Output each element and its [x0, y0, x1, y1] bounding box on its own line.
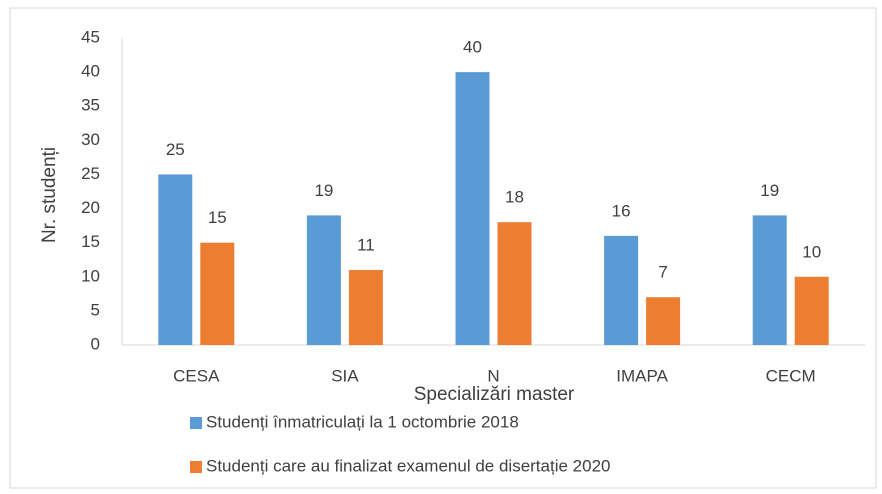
x-tick-label: SIA	[331, 366, 359, 385]
y-axis-label: Nr. studenți	[39, 147, 60, 243]
chart-frame	[9, 7, 877, 489]
bar	[646, 297, 681, 345]
legend-swatch	[190, 417, 202, 429]
bar	[752, 215, 787, 345]
y-tick-label: 15	[81, 232, 100, 251]
y-tick-label: 10	[81, 266, 100, 285]
y-tick-label: 20	[81, 198, 100, 217]
bar	[306, 215, 341, 345]
y-tick-label: 45	[81, 27, 100, 46]
data-label: 16	[612, 201, 631, 220]
legend-label: Studenți înmatriculați la 1 octombrie 20…	[206, 412, 519, 431]
y-tick-label: 35	[81, 96, 100, 115]
x-tick-label: CESA	[173, 366, 220, 385]
bar	[794, 276, 829, 345]
y-tick-label: 25	[81, 164, 100, 183]
bar	[497, 222, 532, 345]
bar	[604, 235, 639, 345]
bar	[158, 174, 193, 345]
y-tick-label: 0	[91, 334, 100, 353]
data-label: 25	[166, 140, 185, 159]
data-label: 18	[505, 188, 524, 207]
data-label: 15	[208, 208, 227, 227]
data-label: 19	[760, 181, 779, 200]
bar	[455, 72, 490, 345]
x-tick-label: IMAPA	[616, 366, 668, 385]
x-axis-label: Specializări master	[414, 384, 575, 405]
x-tick-label: CECM	[766, 366, 816, 385]
legend-label: Studenți care au finalizat examenul de d…	[206, 456, 610, 475]
x-tick-label: N	[487, 366, 499, 385]
data-label: 11	[357, 235, 375, 254]
bar	[348, 269, 383, 345]
data-label: 7	[658, 263, 667, 282]
data-label: 19	[314, 181, 333, 200]
y-tick-label: 30	[81, 130, 100, 149]
bar	[200, 242, 235, 345]
data-label: 40	[463, 38, 482, 57]
y-tick-label: 5	[91, 300, 100, 319]
y-tick-label: 40	[81, 62, 100, 81]
data-label: 10	[802, 242, 821, 261]
legend-swatch	[190, 461, 202, 473]
